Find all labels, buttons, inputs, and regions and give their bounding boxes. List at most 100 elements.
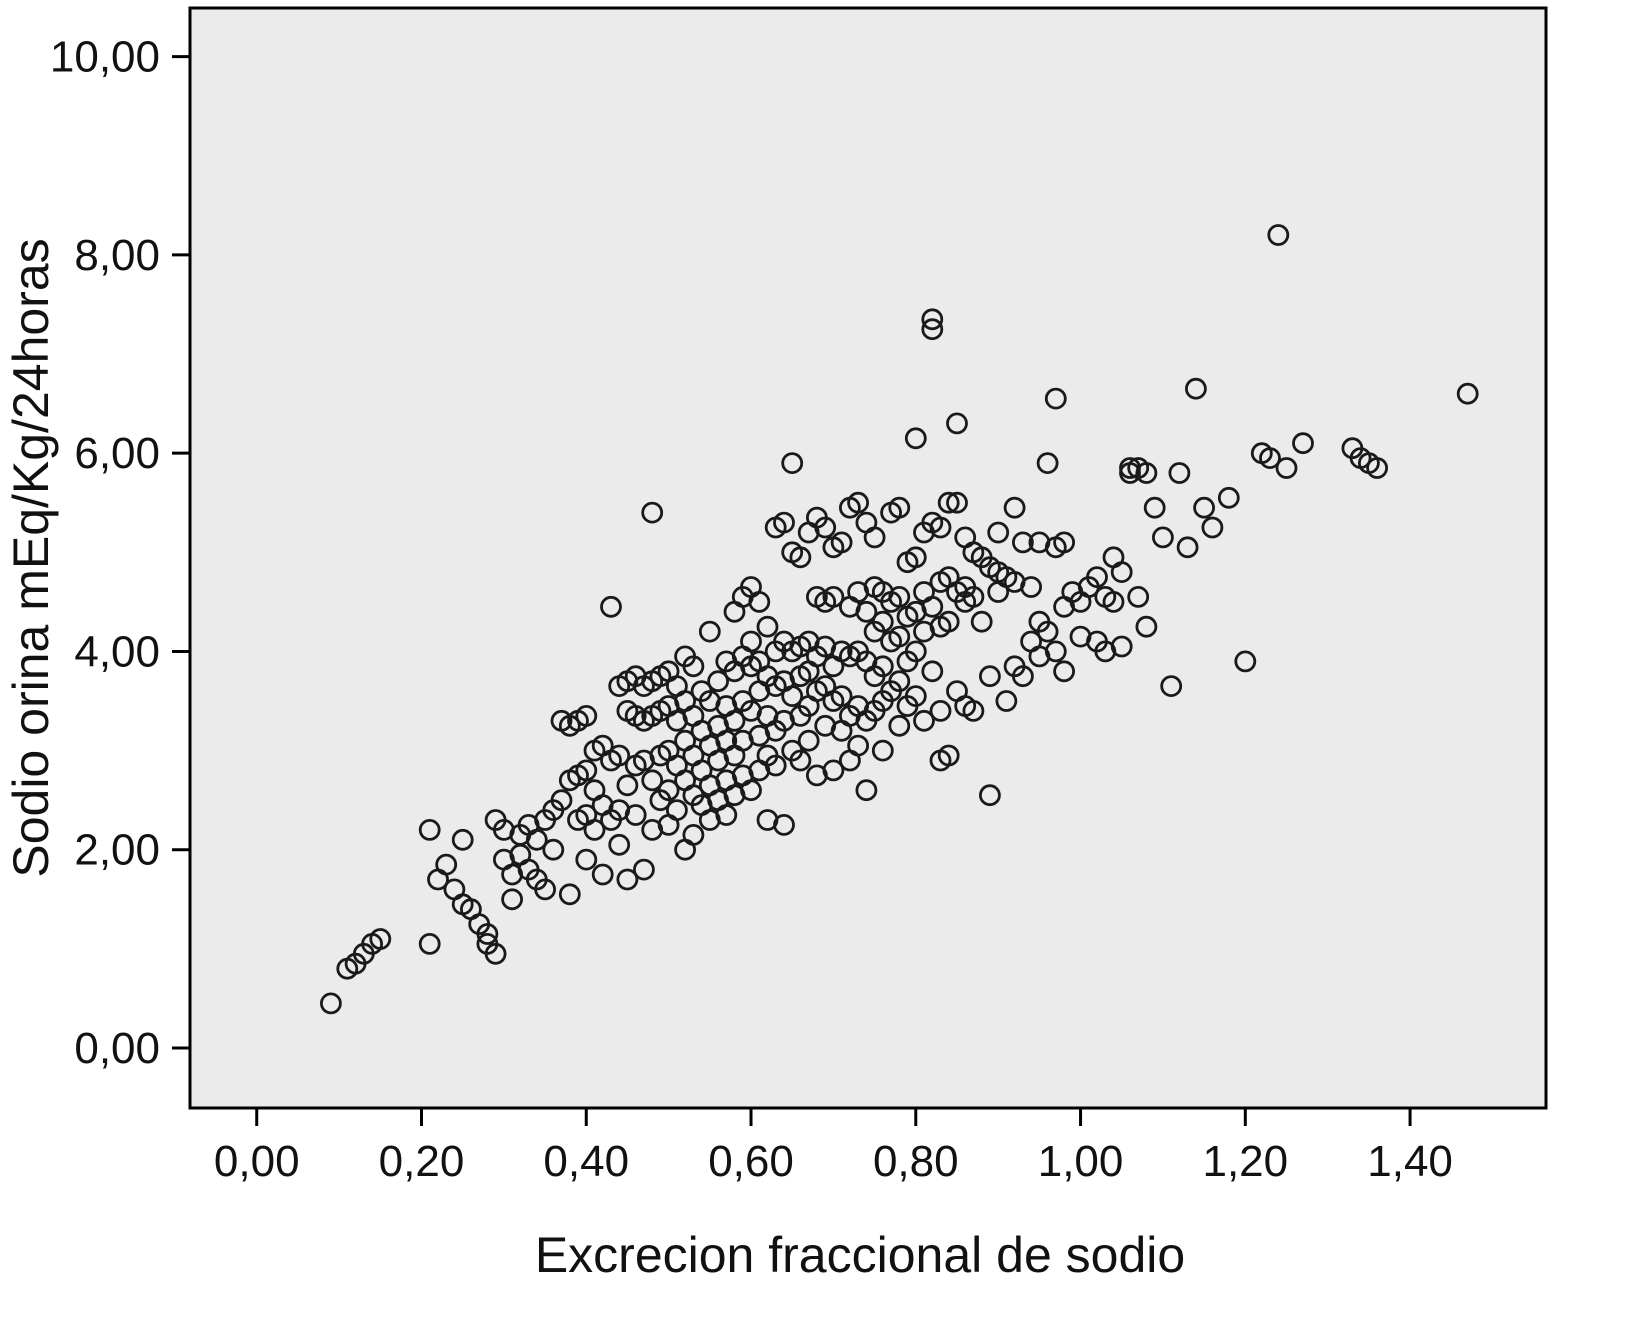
data-point — [904, 546, 927, 569]
x-tick-label: 0,20 — [379, 1137, 465, 1186]
data-point — [1143, 496, 1166, 519]
data-point — [756, 615, 779, 638]
data-point — [1176, 536, 1199, 559]
data-point — [575, 759, 598, 782]
data-point — [921, 318, 944, 341]
data-point — [1259, 447, 1281, 470]
data-point — [929, 700, 952, 722]
data-point — [855, 600, 878, 623]
data-point — [641, 501, 664, 524]
data-point — [558, 883, 581, 906]
data-point — [1201, 516, 1224, 539]
data-point — [888, 714, 911, 737]
data-point — [847, 491, 869, 514]
x-tick-label: 0,60 — [708, 1137, 794, 1186]
data-point — [781, 685, 804, 707]
data-point — [904, 685, 927, 707]
data-point — [1127, 586, 1150, 608]
data-point — [657, 779, 680, 802]
data-point — [319, 992, 342, 1015]
data-point — [575, 705, 598, 727]
x-tick-label: 1,00 — [1038, 1137, 1124, 1186]
data-point — [871, 610, 894, 633]
data-point — [797, 729, 820, 752]
data-point — [1053, 660, 1075, 683]
data-point — [904, 427, 927, 450]
data-point — [1053, 531, 1075, 554]
data-point — [550, 789, 573, 812]
data-point — [525, 828, 548, 851]
y-tick-label: 4,00 — [74, 627, 160, 676]
data-point — [1193, 496, 1215, 519]
data-point — [830, 531, 853, 554]
data-point — [1110, 635, 1133, 658]
y-tick-label: 6,00 — [74, 429, 160, 478]
data-point — [707, 670, 729, 693]
data-point — [484, 942, 507, 965]
data-point — [937, 491, 960, 514]
data-point — [624, 804, 647, 826]
data-point — [682, 824, 705, 846]
data-point — [1036, 620, 1059, 643]
data-point — [921, 308, 944, 331]
data-point — [995, 690, 1018, 712]
data-point — [534, 878, 556, 901]
data-point — [871, 655, 894, 678]
data-point — [723, 709, 746, 732]
data-point — [822, 759, 845, 782]
data-point — [1102, 591, 1125, 613]
data-point — [583, 819, 606, 841]
data-point — [418, 933, 441, 955]
data-point — [1012, 665, 1034, 688]
axis-tick-labels: 0,00 0,20 0,40 0,60 0,80 1,00 1,20 1,40 0,00 2,00… — [50, 33, 1453, 1186]
data-point — [1275, 457, 1298, 479]
x-tick-label: 0,40 — [543, 1137, 629, 1186]
data-point — [1267, 224, 1290, 246]
data-point — [913, 709, 935, 732]
data-point — [814, 516, 837, 539]
data-point — [575, 848, 598, 871]
data-point — [979, 784, 1001, 807]
data-point — [937, 610, 960, 633]
data-point — [921, 660, 944, 683]
data-point — [888, 586, 911, 608]
data-point — [451, 828, 474, 851]
data-point — [715, 804, 738, 826]
data-point — [1234, 650, 1257, 673]
data-point — [888, 496, 911, 519]
data-point — [476, 923, 499, 945]
x-tick-label: 1,40 — [1367, 1137, 1453, 1186]
data-point — [698, 620, 721, 643]
data-point — [962, 586, 985, 608]
data-point — [987, 521, 1010, 544]
data-point — [641, 769, 664, 792]
y-tick-label: 8,00 — [74, 231, 160, 280]
data-point — [830, 685, 853, 707]
data-point — [764, 754, 787, 777]
data-point — [962, 700, 985, 722]
data-point — [847, 734, 869, 757]
data-point — [1044, 640, 1067, 663]
data-point — [863, 526, 886, 549]
y-tick-label: 10,00 — [50, 33, 160, 82]
data-point — [904, 640, 927, 663]
data-point — [1086, 566, 1108, 588]
data-point — [929, 516, 952, 539]
data-point — [871, 739, 894, 762]
data-point — [822, 586, 845, 608]
data-point — [616, 774, 639, 797]
data-point — [542, 838, 565, 861]
plot-area — [188, 6, 1548, 1110]
data-point — [888, 670, 911, 693]
data-point — [591, 863, 614, 886]
data-point — [748, 591, 771, 613]
data-point — [435, 853, 458, 876]
data-point — [1003, 496, 1026, 519]
data-point — [773, 511, 795, 534]
data-point — [789, 546, 812, 569]
data-point — [608, 833, 631, 856]
data-point — [970, 610, 993, 633]
data-point — [1012, 531, 1034, 554]
data-point — [979, 665, 1001, 688]
